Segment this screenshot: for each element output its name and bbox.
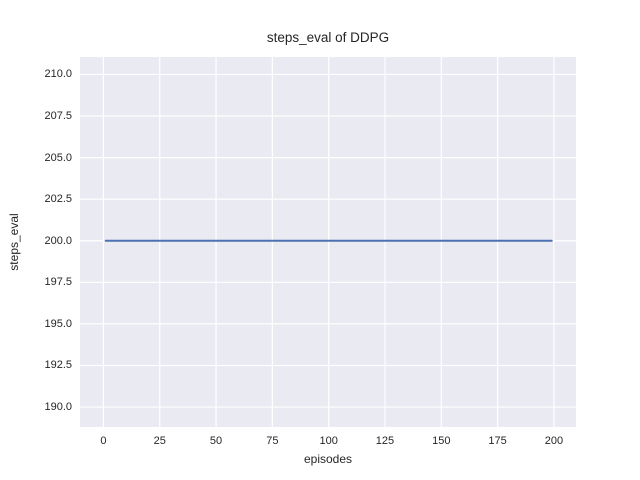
axes-background: [80, 57, 576, 427]
y-tick-label: 190.0: [44, 401, 72, 414]
y-tick-label: 195.0: [44, 317, 72, 330]
x-tick-label: 200: [544, 435, 564, 447]
y-tick-label: 205.0: [44, 151, 72, 164]
x-tick-label: 100: [319, 435, 338, 447]
x-tick-label: 150: [432, 435, 451, 447]
y-tick-label: 202.5: [44, 193, 72, 206]
x-tick-label: 75: [266, 435, 279, 447]
plot-canvas: [80, 57, 576, 427]
x-tick-label: 50: [209, 435, 223, 447]
x-tick-label: 0: [100, 435, 107, 447]
y-tick-label: 192.5: [44, 359, 72, 372]
plot-area: [80, 57, 576, 427]
x-axis-label: episodes: [303, 452, 353, 466]
y-tick-label: 197.5: [44, 276, 72, 289]
y-tick-label: 200.0: [44, 234, 72, 247]
y-tick-label: 210.0: [44, 68, 72, 81]
x-tick-label: 25: [153, 435, 166, 447]
x-tick-label: 125: [375, 435, 395, 447]
y-tick-label: 207.5: [44, 110, 72, 123]
x-tick-label: 175: [488, 435, 507, 447]
chart-title: steps_eval of DDPG: [266, 30, 390, 45]
